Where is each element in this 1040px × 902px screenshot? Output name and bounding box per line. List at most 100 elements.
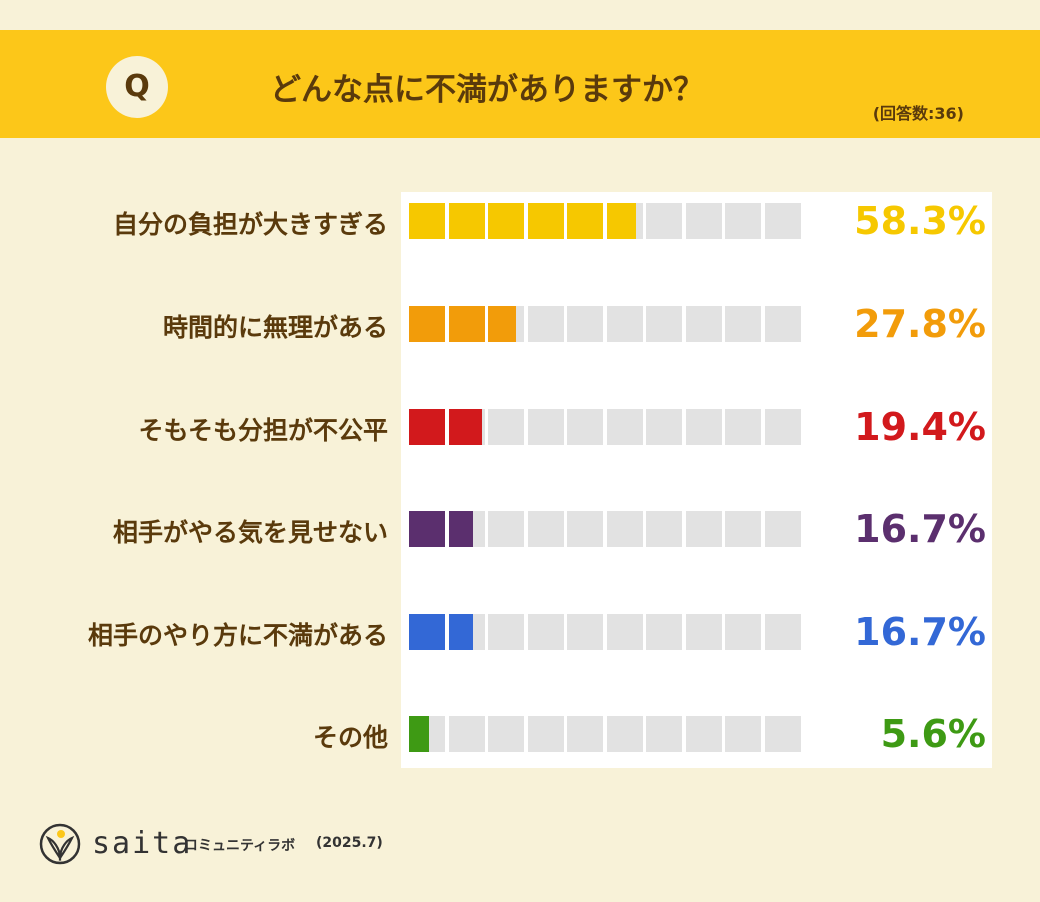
bar-segment [685, 306, 722, 342]
bar-segment [409, 716, 445, 752]
bar-segment [764, 203, 801, 239]
bar-segment [764, 511, 801, 547]
bar-fill [409, 306, 445, 342]
bar-fill [448, 409, 483, 445]
brand-name: saita [92, 826, 193, 861]
category-label: 時間的に無理がある [162, 313, 388, 342]
bar-fill [409, 511, 445, 547]
bar-fill [448, 306, 485, 342]
bar-segment [725, 614, 761, 650]
bar-segment [409, 614, 445, 650]
bar-segment [488, 716, 524, 752]
value-label: 27.8% [854, 302, 986, 346]
bar-segment [527, 716, 564, 752]
bar-fill [409, 614, 445, 650]
bar-segment [725, 306, 761, 342]
bar-track [409, 409, 801, 445]
survey-date: (2025.7) [316, 835, 383, 851]
brand-subtitle: コミュニティラボ [184, 838, 296, 854]
bar-fill [488, 306, 517, 342]
bar-segment [488, 306, 524, 342]
bar-segment [527, 203, 564, 239]
bar-segment [685, 203, 722, 239]
value-label: 5.6% [880, 712, 986, 756]
bar-segment [646, 614, 682, 650]
category-label: その他 [312, 723, 388, 752]
value-label: 16.7% [854, 610, 986, 654]
value-label: 58.3% [854, 199, 986, 243]
bar-segment [606, 716, 643, 752]
bar-fill [527, 203, 564, 239]
chart-panel [401, 192, 992, 768]
bar-segment [488, 203, 524, 239]
bar-segment [646, 511, 682, 547]
bar-segment [448, 511, 485, 547]
bar-fill [448, 203, 485, 239]
bar-track [409, 511, 801, 547]
bar-segment [606, 511, 643, 547]
bar-segment [764, 614, 801, 650]
bar-segment [646, 409, 682, 445]
bar-segment [567, 614, 603, 650]
bar-track [409, 716, 801, 752]
bar-segment [448, 716, 485, 752]
bar-segment [646, 306, 682, 342]
bar-segment [685, 511, 722, 547]
bar-segment [409, 511, 445, 547]
bar-segment [409, 409, 445, 445]
bar-segment [448, 614, 485, 650]
bar-segment [646, 203, 682, 239]
chart-row: 相手のやり方に不満がある 16.7% [0, 604, 1040, 664]
bar-segment [764, 306, 801, 342]
chart-row: 時間的に無理がある 27.8% [0, 296, 1040, 356]
bar-segment [488, 409, 524, 445]
q-badge: Q [106, 56, 168, 118]
bar-segment [488, 511, 524, 547]
bar-segment [725, 716, 761, 752]
bar-segment [567, 409, 603, 445]
bar-segment [725, 203, 761, 239]
bar-segment [725, 409, 761, 445]
bar-segment [725, 511, 761, 547]
bar-segment [527, 614, 564, 650]
bar-fill [448, 614, 473, 650]
bar-segment [606, 203, 643, 239]
bar-segment [567, 306, 603, 342]
bar-segment [764, 716, 801, 752]
bar-segment [606, 614, 643, 650]
bar-segment [606, 306, 643, 342]
bar-fill [488, 203, 524, 239]
bar-segment [409, 203, 445, 239]
question-title: どんな点に不満がありますか？ [270, 72, 704, 108]
category-label: 自分の負担が大きすぎる [112, 210, 388, 239]
bar-segment [567, 203, 603, 239]
value-label: 19.4% [854, 405, 986, 449]
chart-row: 自分の負担が大きすぎる 58.3% [0, 193, 1040, 253]
bar-segment [567, 716, 603, 752]
bar-fill [409, 716, 430, 752]
bar-fill [448, 511, 473, 547]
bar-track [409, 203, 801, 239]
bar-fill [606, 203, 637, 239]
bar-segment [448, 306, 485, 342]
chart-row: そもそも分担が不公平 19.4% [0, 399, 1040, 459]
bar-segment [685, 614, 722, 650]
bar-segment [646, 716, 682, 752]
bar-segment [448, 409, 485, 445]
question-header: Q どんな点に不満がありますか？ (回答数:36) [0, 30, 1040, 138]
bar-segment [606, 409, 643, 445]
bar-fill [409, 409, 445, 445]
bar-fill [567, 203, 603, 239]
bar-segment [488, 614, 524, 650]
bar-track [409, 614, 801, 650]
bar-segment [764, 409, 801, 445]
bar-track [409, 306, 801, 342]
category-label: そもそも分担が不公平 [138, 416, 388, 445]
bar-segment [685, 409, 722, 445]
respondent-count: (回答数:36) [872, 104, 964, 123]
value-label: 16.7% [854, 507, 986, 551]
bar-fill [409, 203, 445, 239]
category-label: 相手がやる気を見せない [112, 518, 388, 547]
bar-segment [567, 511, 603, 547]
bar-segment [527, 306, 564, 342]
